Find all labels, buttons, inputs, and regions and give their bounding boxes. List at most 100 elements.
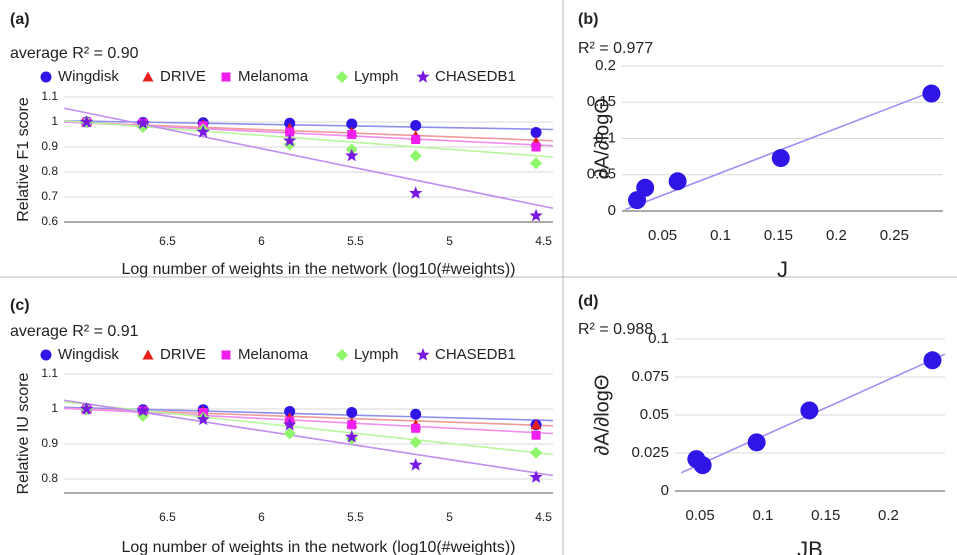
x-axis-label: Log number of weights in the network (lo… bbox=[122, 539, 516, 555]
data-point-melanoma bbox=[411, 135, 421, 144]
y-tick-label: 0 bbox=[661, 482, 669, 499]
data-point bbox=[747, 433, 766, 452]
y-tick-label: 1 bbox=[51, 401, 58, 415]
y-tick-label: 0.1 bbox=[595, 129, 616, 146]
y-tick-label: 0 bbox=[608, 202, 616, 219]
y-tick-label: 1.1 bbox=[41, 366, 58, 380]
y-tick-label: 0.025 bbox=[631, 444, 669, 461]
data-point bbox=[922, 84, 941, 103]
y-tick-label: 0.05 bbox=[587, 166, 616, 183]
legend-marker-drive bbox=[142, 71, 154, 82]
trendline-chasedb1 bbox=[63, 107, 554, 210]
x-tick-label: 5 bbox=[446, 234, 453, 248]
x-tick-label: 0.1 bbox=[752, 507, 773, 524]
x-tick-label: 0.1 bbox=[710, 227, 731, 244]
x-tick-label: 0.15 bbox=[764, 227, 793, 244]
data-point-chasedb1 bbox=[409, 458, 423, 471]
x-tick-label: 0.2 bbox=[878, 507, 899, 524]
y-tick-label: 0.9 bbox=[41, 436, 58, 450]
x-tick-label: 6.5 bbox=[159, 510, 176, 524]
data-point-chasedb1 bbox=[136, 116, 150, 129]
y-tick-label: 0.2 bbox=[595, 57, 616, 74]
data-point-chasedb1 bbox=[345, 430, 359, 443]
legend-label-melanoma: Melanoma bbox=[238, 68, 309, 85]
legend-label-lymph: Lymph bbox=[354, 68, 398, 85]
data-point-lymph bbox=[530, 446, 543, 459]
trendline-chasedb1 bbox=[63, 399, 554, 477]
x-axis-label: Log number of weights in the network (lo… bbox=[122, 261, 516, 278]
data-point bbox=[771, 149, 790, 168]
data-point-melanoma bbox=[531, 430, 541, 440]
r-squared-label: R² = 0.988 bbox=[578, 321, 653, 338]
data-point-melanoma bbox=[411, 423, 421, 433]
data-point-chasedb1 bbox=[136, 403, 150, 417]
y-tick-label: 0.9 bbox=[41, 139, 58, 153]
legend-marker-melanoma bbox=[221, 72, 231, 82]
y-axis-label: ∂A/∂logΘ bbox=[591, 375, 613, 456]
y-tick-label: 0.15 bbox=[587, 93, 616, 110]
data-point bbox=[693, 456, 712, 475]
legend-label-drive: DRIVE bbox=[160, 346, 206, 363]
data-point-melanoma bbox=[347, 130, 357, 139]
data-point-chasedb1 bbox=[283, 417, 297, 431]
data-point-drive bbox=[530, 419, 542, 430]
data-point-wingdisk bbox=[346, 118, 358, 130]
legend-label-drive: DRIVE bbox=[160, 68, 206, 85]
data-point bbox=[636, 178, 655, 197]
r-squared-label: average R² = 0.90 bbox=[10, 45, 139, 62]
y-tick-label: 0.6 bbox=[41, 214, 58, 228]
data-point-melanoma bbox=[531, 142, 541, 152]
legend-marker-chasedb1 bbox=[416, 348, 430, 361]
x-tick-label: 0.15 bbox=[811, 507, 840, 524]
y-tick-label: 0.1 bbox=[648, 330, 669, 347]
data-point-melanoma bbox=[347, 420, 357, 430]
legend-marker-wingdisk bbox=[40, 71, 52, 83]
data-point-wingdisk bbox=[284, 405, 296, 417]
data-point-chasedb1 bbox=[196, 125, 210, 138]
r-squared-label: R² = 0.977 bbox=[578, 40, 653, 57]
legend-marker-lymph bbox=[336, 349, 348, 361]
data-point-chasedb1 bbox=[79, 402, 94, 415]
data-point-wingdisk bbox=[410, 408, 422, 420]
legend-label-lymph: Lymph bbox=[354, 346, 398, 363]
y-tick-label: 0.05 bbox=[640, 406, 669, 423]
x-tick-label: 0.2 bbox=[826, 227, 847, 244]
data-point-lymph bbox=[283, 427, 296, 440]
panel-label: (c) bbox=[10, 297, 30, 314]
data-point-melanoma bbox=[285, 127, 295, 137]
legend-marker-melanoma bbox=[221, 350, 231, 360]
data-point-chasedb1 bbox=[283, 133, 297, 147]
panel-label: (a) bbox=[10, 11, 30, 28]
x-tick-label: 0.25 bbox=[880, 227, 909, 244]
y-axis-label: ∂A/∂logΘ bbox=[591, 98, 613, 179]
trendline-lymph bbox=[63, 401, 554, 456]
y-tick-label: 1.1 bbox=[41, 89, 58, 103]
data-point-lymph bbox=[409, 149, 422, 162]
y-axis-label: Relative F1 score bbox=[15, 97, 32, 222]
legend-label-wingdisk: Wingdisk bbox=[58, 68, 119, 85]
panel-label: (d) bbox=[578, 293, 598, 310]
r-squared-label: average R² = 0.91 bbox=[10, 323, 139, 340]
x-tick-label: 0.05 bbox=[686, 507, 715, 524]
x-axis-label: J bbox=[777, 257, 788, 282]
y-tick-label: 0.8 bbox=[41, 164, 58, 178]
x-tick-label: 5.5 bbox=[347, 510, 364, 524]
x-tick-label: 6.5 bbox=[159, 234, 176, 248]
legend-label-melanoma: Melanoma bbox=[238, 346, 309, 363]
x-tick-label: 5.5 bbox=[347, 234, 364, 248]
y-tick-label: 0.8 bbox=[41, 471, 58, 485]
data-point-chasedb1 bbox=[409, 186, 423, 199]
legend-marker-lymph bbox=[336, 71, 348, 83]
x-tick-label: 6 bbox=[258, 510, 265, 524]
y-tick-label: 0.7 bbox=[41, 189, 58, 203]
data-point bbox=[800, 401, 819, 420]
x-tick-label: 4.5 bbox=[535, 510, 552, 524]
legend-marker-chasedb1 bbox=[416, 70, 430, 83]
legend-label-wingdisk: Wingdisk bbox=[58, 346, 119, 363]
data-point-chasedb1 bbox=[79, 115, 94, 128]
data-point bbox=[923, 351, 942, 370]
trendline-lymph bbox=[63, 119, 554, 158]
y-axis-label: Relative IU score bbox=[15, 372, 32, 494]
data-point-chasedb1 bbox=[529, 208, 543, 222]
